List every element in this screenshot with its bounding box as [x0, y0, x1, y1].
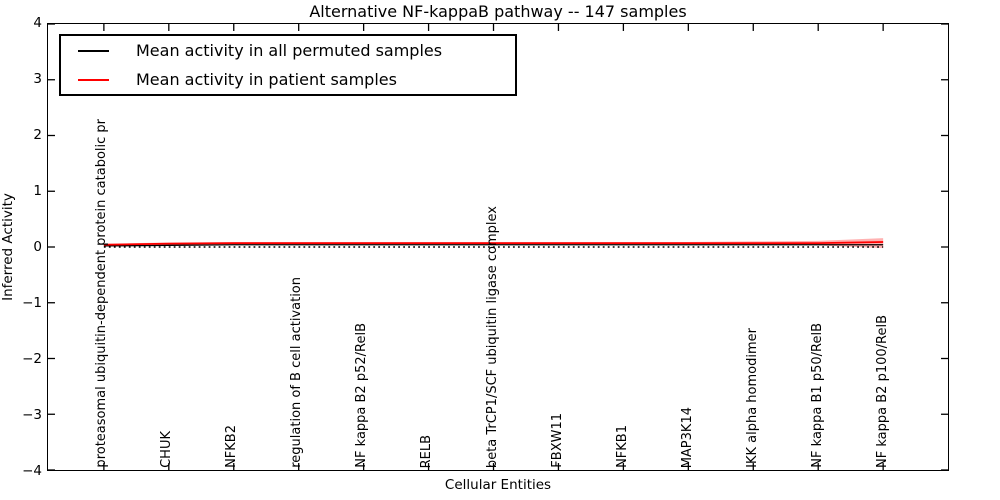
legend-entry: Mean activity in patient samples	[61, 67, 515, 93]
legend-patient-line-sample	[78, 78, 109, 81]
x-tick-label: NF kappa B2 p52/RelB	[354, 323, 370, 468]
y-tick-label: 4	[33, 15, 42, 31]
x-tick-label: FBXW11	[549, 413, 565, 468]
x-tick-label: RELB	[419, 434, 435, 468]
patient-mean-line	[103, 241, 884, 246]
x-tick-label: CHUK	[159, 431, 175, 468]
legend-entry: Mean activity in all permuted samples	[61, 38, 515, 64]
x-tick-label: IKK alpha homodimer	[744, 328, 760, 468]
y-tick-label: 0	[33, 239, 42, 255]
permuted-mean-line	[103, 244, 884, 247]
x-tick-label: regulation of B cell activation	[289, 277, 305, 468]
y-tick-label: −3	[22, 407, 42, 423]
legend-entry-label: Mean activity in all permuted samples	[136, 41, 443, 60]
y-tick-label: −4	[22, 463, 42, 479]
y-tick-label: 1	[33, 183, 42, 199]
x-tick-label: proteasomal ubiquitin-dependent protein …	[94, 119, 109, 468]
chart-title: Alternative NF-kappaB pathway -- 147 sam…	[309, 2, 687, 21]
y-tick-label: −2	[22, 351, 42, 367]
data-lines-svg	[48, 24, 948, 470]
x-tick-label: MAP3K14	[679, 406, 695, 468]
y-tick-label: 3	[33, 71, 42, 87]
x-axis-label: Cellular Entities	[444, 477, 552, 493]
x-tick-label: NFKB2	[224, 425, 240, 468]
x-tick-label: NF kappa B1 p50/RelB	[809, 323, 825, 468]
legend: Mean activity in all permuted samples Mea…	[59, 34, 517, 96]
legend-entry-label: Mean activity in patient samples	[136, 70, 397, 89]
plot-area	[47, 23, 949, 471]
x-tick-label: NF kappa B2 p100/RelB	[875, 315, 890, 468]
x-tick-label: NFKB1	[614, 425, 630, 468]
x-tick-label: beta TrCP1/SCF ubiquitin ligase complex	[484, 205, 500, 468]
y-axis-label: Inferred Activity	[0, 193, 16, 301]
legend-permuted-line-sample	[78, 49, 109, 52]
y-tick-label: −1	[22, 295, 42, 311]
y-tick-label: 2	[33, 127, 42, 143]
